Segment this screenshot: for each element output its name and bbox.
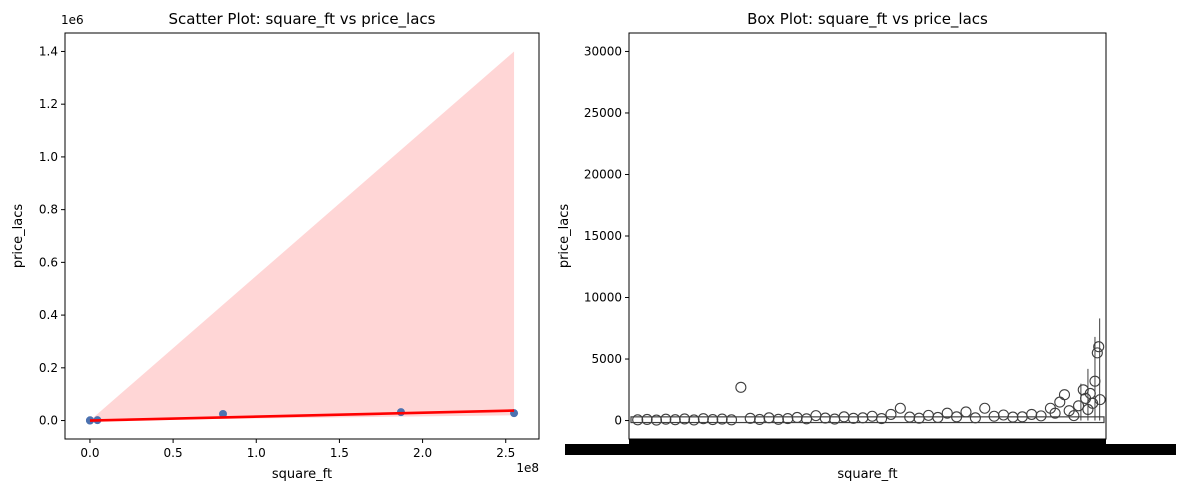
outlier-point [725,414,738,426]
outlier-point [1091,347,1103,359]
scatter-y-offset-label: 1e6 [61,13,84,27]
box-panel: 0 5000 10000 15000 20000 25000 30000 Box Plot:… [557,10,1176,482]
scatter-title: Scatter Plot: square_ft vs price_lacs [169,10,436,29]
scatter-y-axis-label: price_lacs [11,204,26,269]
outlier-point [960,406,972,418]
scatter-y-ticks: 0.0 0.2 0.4 0.6 0.8 1.0 1.2 1.4 [39,44,65,428]
outlier-point [707,414,719,426]
scatter-axes-frame [64,32,540,440]
outlier-point [660,413,672,425]
y-tick-label: 10000 [584,291,622,305]
outlier-point [735,381,747,393]
box-y-axis-label: price_lacs [557,204,572,269]
y-tick-label: 25000 [584,106,622,120]
scatter-point [219,409,227,418]
y-tick-label: 0.0 [39,414,58,428]
x-tick-label: 2.0 [413,446,432,460]
y-tick-label: 1.2 [39,97,58,111]
scatter-x-axis-label: square_ft [272,467,332,482]
x-tick-labels-overlap [565,444,1176,455]
outlier-point [932,411,944,424]
outlier-point [979,402,991,414]
y-tick-label: 0.4 [39,308,58,322]
box-plot-area [630,318,1106,426]
outlier-point [1089,375,1101,387]
outlier-point [1035,410,1047,422]
outlier-point [716,413,728,425]
x-tick-label: 2.5 [496,446,515,460]
y-tick-label: 1.4 [39,44,58,58]
scatter-plot-area [85,51,519,425]
y-tick-label: 5000 [591,352,622,366]
outlier-point [847,412,859,424]
y-tick-label: 30000 [584,44,622,58]
outlier-point [772,413,784,425]
outlier-point [641,413,653,425]
x-tick-label: 1.5 [330,446,349,460]
y-tick-label: 20000 [584,167,622,181]
outlier-point [1093,341,1105,353]
scatter-x-ticks: 0.0 0.5 1.0 1.5 2.0 2.5 [80,439,515,460]
x-tick-label: 0.5 [164,446,183,460]
confidence-band [89,51,515,421]
outlier-point [1077,384,1089,396]
box-x-axis-label: square_ft [837,467,897,482]
y-tick-label: 0.2 [39,361,58,375]
y-tick-label: 0 [614,414,622,428]
x-tick-marks-dense [629,439,1106,444]
box-y-ticks: 0 5000 10000 15000 20000 25000 30000 [584,44,629,428]
box-x-ticks [565,439,1176,455]
outlier-point [1094,394,1106,406]
outlier-point [1073,400,1085,412]
outlier-point [885,408,897,420]
outlier-point [669,414,681,426]
outlier-point [1058,389,1071,401]
scatter-x-offset-label: 1e8 [516,461,539,475]
outlier-point [876,413,888,425]
x-tick-label: 1.0 [247,446,266,460]
outlier-point [969,412,981,424]
outlier-point [632,414,644,426]
outlier-point [1007,411,1019,423]
x-tick-label: 0.0 [80,446,99,460]
outlier-point [1049,407,1061,419]
outlier-point [1068,410,1080,422]
outlier-point [941,407,953,419]
y-tick-label: 0.6 [39,255,58,269]
regression-line [89,409,515,422]
y-tick-label: 15000 [584,229,622,243]
y-tick-label: 1.0 [39,150,58,164]
y-tick-label: 0.8 [39,203,58,217]
box-title: Box Plot: square_ft vs price_lacs [747,10,988,29]
outlier-point [951,411,963,423]
scatter-panel: 0.0 0.5 1.0 1.5 2.0 2.5 0.0 0.2 0.4 0.6 0.8 1.0 1.2… [11,10,540,482]
outlier-point [894,402,906,414]
